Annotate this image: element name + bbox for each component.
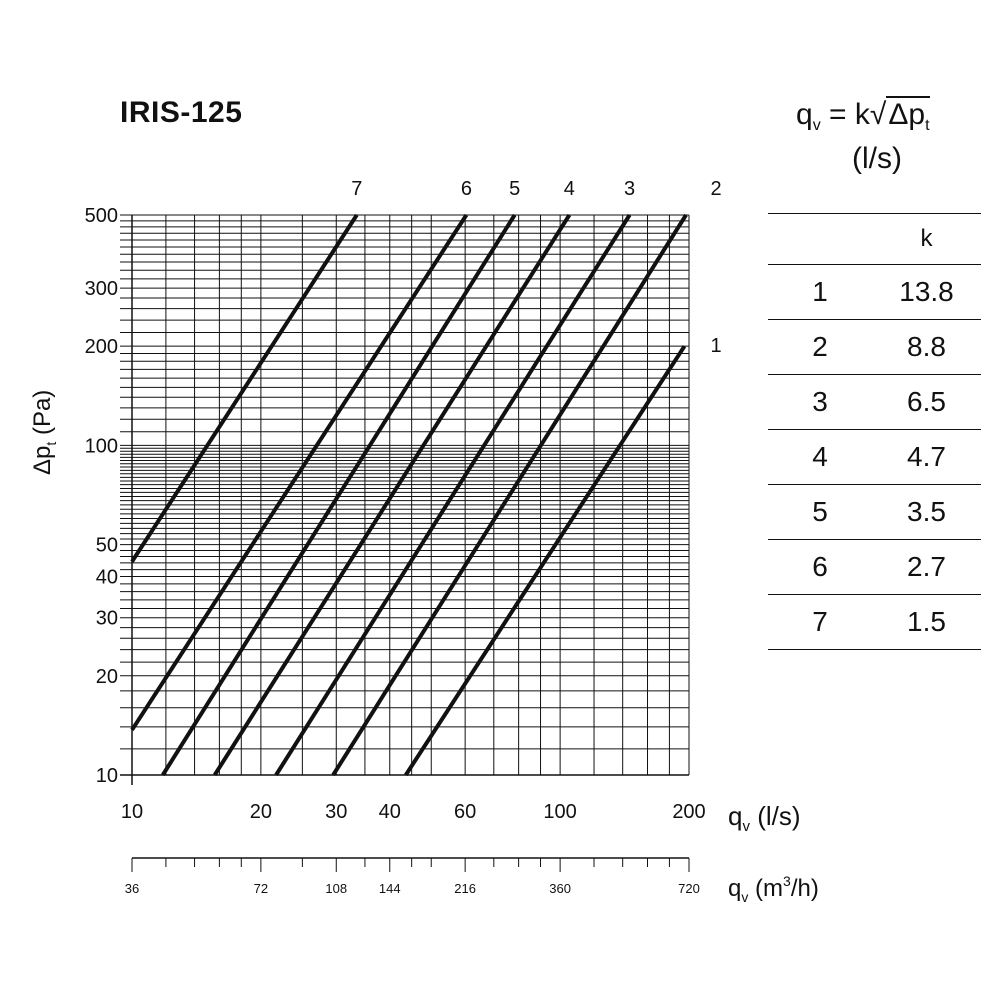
curve-number: 6 (768, 539, 872, 595)
k-value: 13.8 (872, 264, 981, 320)
curve-label-4: 4 (564, 178, 575, 200)
table-row: 5 3.5 (768, 484, 981, 540)
y-tick-label: 40 (96, 567, 118, 589)
formula-root-base: Δp (888, 98, 926, 131)
curve-label-7: 7 (351, 178, 362, 200)
y-axis-title: Δpt (Pa) (29, 390, 59, 475)
x-tick-label: 200 (672, 801, 705, 823)
curve-line-2 (331, 213, 688, 777)
chart-grid (120, 214, 690, 785)
k-table-header: k (872, 213, 981, 265)
curve-line-3 (274, 213, 632, 777)
formula-radicand: Δpt (886, 96, 930, 134)
x2-tick-label: 144 (379, 881, 401, 896)
flow-formula: qv = k√Δpt (796, 96, 930, 135)
y-tick-label: 200 (85, 336, 118, 358)
curve-number: 1 (768, 264, 872, 320)
y-tick-label: 100 (85, 435, 118, 457)
curve-line-6 (130, 213, 469, 732)
y-tick-label: 20 (96, 666, 118, 688)
x-tick-label: 100 (543, 801, 576, 823)
curve-label-3: 3 (624, 178, 635, 200)
chart-tick-labels: 10 20 30 40 50 100 200 300 500 10 20 30 40 60 100 200 (85, 205, 706, 823)
table-row: 7 1.5 (768, 594, 981, 650)
x2-tick-label: 360 (549, 881, 571, 896)
curve-label-6: 6 (461, 178, 472, 200)
curve-labels: 1 2 3 4 5 6 7 (351, 178, 721, 357)
formula-units: (l/s) (852, 142, 902, 175)
x2-tick-label: 720 (678, 881, 700, 896)
formula-lhs: q (796, 98, 813, 131)
k-value: 6.5 (872, 374, 981, 430)
y-tick-label: 10 (96, 765, 118, 787)
x2-tick-label: 36 (125, 881, 139, 896)
formula-root-sub: t (925, 117, 930, 134)
k-value: 8.8 (872, 319, 981, 375)
formula-lhs-sub: v (812, 117, 821, 134)
curve-line-4 (212, 213, 572, 777)
x-tick-label: 60 (454, 801, 476, 823)
y-tick-label: 50 (96, 535, 118, 557)
x2-tick-label: 108 (325, 881, 347, 896)
k-table-header-blank (768, 213, 872, 265)
axis-titles: qv (l/s) qv (m3/h) Δpt (Pa) (29, 390, 819, 905)
x-tick-label: 40 (379, 801, 401, 823)
curve-number: 3 (768, 374, 872, 430)
curve-line-5 (161, 213, 517, 777)
table-row: 1 13.8 (768, 264, 981, 320)
curve-line-7 (130, 213, 359, 563)
curve-number: 7 (768, 594, 872, 650)
k-value: 3.5 (872, 484, 981, 540)
chart-title: IRIS-125 (120, 96, 243, 129)
curve-label-2: 2 (710, 178, 721, 200)
table-row: 3 6.5 (768, 374, 981, 430)
x2-tick-label: 72 (254, 881, 268, 896)
x-tick-label: 10 (121, 801, 143, 823)
formula-eq: = k (820, 98, 870, 131)
secondary-axis: 36 72 108 144 216 360 720 (125, 857, 700, 896)
x2-axis-title: qv (m3/h) (728, 873, 819, 905)
curve-number: 5 (768, 484, 872, 540)
curve-number: 4 (768, 429, 872, 485)
y-tick-label: 30 (96, 608, 118, 630)
x2-tick-label: 216 (454, 881, 476, 896)
k-value: 4.7 (872, 429, 981, 485)
x-axis-title: qv (l/s) (728, 801, 801, 835)
x-tick-label: 20 (250, 801, 272, 823)
table-row: 6 2.7 (768, 539, 981, 595)
table-row: 4 4.7 (768, 429, 981, 485)
chart-curves (130, 213, 688, 777)
table-row: 2 8.8 (768, 319, 981, 375)
y-tick-label: 500 (85, 205, 118, 227)
x-tick-label: 30 (325, 801, 347, 823)
k-value: 2.7 (872, 539, 981, 595)
curve-label-1: 1 (710, 335, 721, 357)
curve-line-1 (404, 345, 687, 777)
curve-number: 2 (768, 319, 872, 375)
sqrt-sign: √ (869, 98, 887, 131)
curve-label-5: 5 (509, 178, 520, 200)
k-value: 1.5 (872, 594, 981, 650)
k-table-header-row: k (768, 213, 981, 265)
y-tick-label: 300 (85, 278, 118, 300)
k-factor-table: k 1 13.8 2 8.8 3 6.5 4 4.7 5 3.5 6 2.7 7 1.5 (768, 213, 981, 650)
